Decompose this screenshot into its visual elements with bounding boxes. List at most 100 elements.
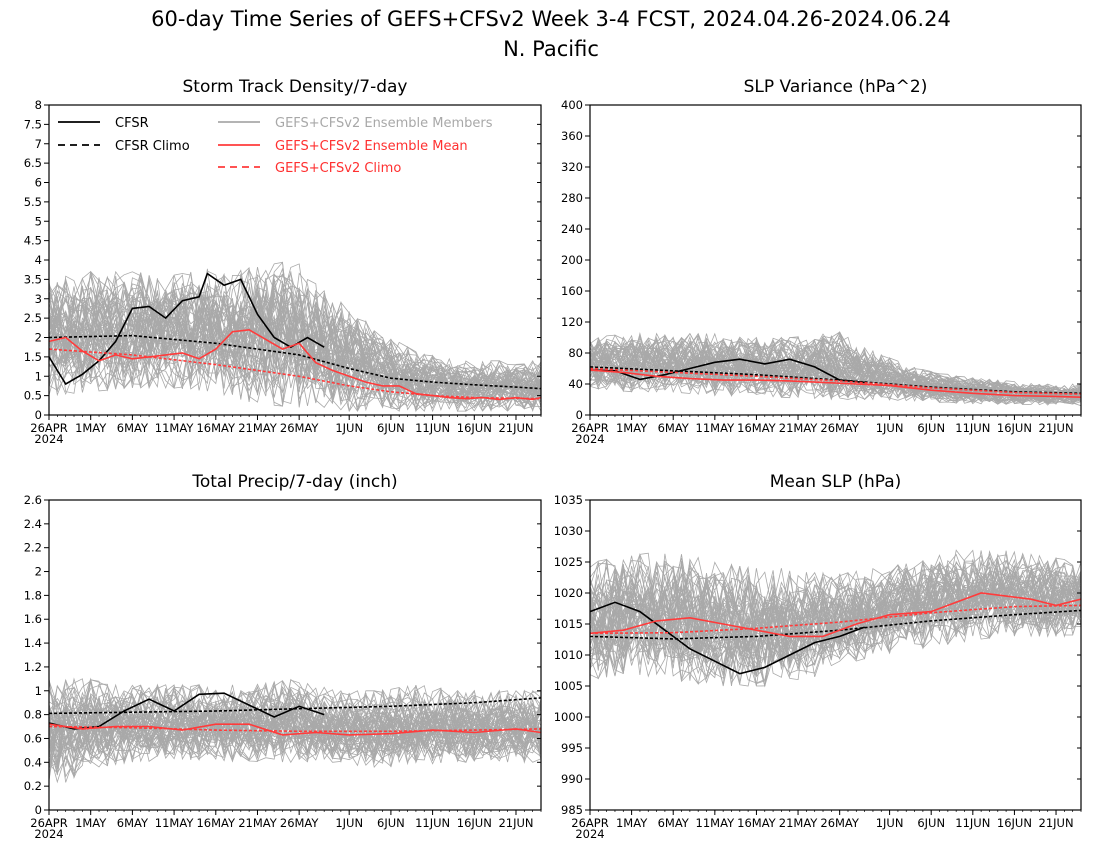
ensemble-member-line [590, 552, 1081, 642]
x-tick-label: 26MAY [280, 421, 320, 435]
ensemble-member-line [590, 562, 1081, 658]
chart-title: Storm Track Density/7-day [183, 77, 408, 97]
cfsr-line [590, 601, 865, 675]
x-tick-label: 6MAY [658, 816, 690, 830]
x-year-label: 2024 [34, 827, 63, 841]
y-tick-label: 240 [561, 222, 583, 236]
chart-panel: SLP Variance (hPa^2) 0 40 80 120 160 200 240 280… [561, 77, 1082, 446]
gefs-cfsv2-climo-line [590, 604, 1081, 635]
x-tick-label: 26MAY [820, 816, 860, 830]
ensemble-member-line [590, 346, 1081, 399]
ensemble-member-line [49, 274, 541, 394]
x-tick-label: 1JUN [335, 421, 363, 435]
x-tick-label: 1MAY [616, 816, 648, 830]
ensemble-member-line [49, 699, 541, 752]
ensemble-member-line [590, 578, 1081, 667]
y-tick-label: 400 [561, 98, 583, 112]
y-tick-label: 2 [35, 331, 42, 345]
ensemble-member-line [590, 577, 1081, 676]
gefs-cfsv2-climo-line [590, 367, 1081, 395]
y-tick-label: 990 [561, 772, 583, 786]
x-tick-label: 1MAY [616, 421, 648, 435]
gefs-cfsv2-ensemble-mean-line [590, 592, 1081, 638]
y-tick-label: 1015 [554, 617, 583, 631]
y-tick-label: 1030 [554, 524, 583, 538]
ensemble-member-line [49, 303, 541, 404]
x-tick-label: 11MAY [155, 421, 195, 435]
x-tick-label: 21MAY [238, 421, 278, 435]
x-tick-label: 26APR [571, 816, 608, 830]
chart-panel: Storm Track Density/7-day 0 0.5 1 1.5 2 2.5 3 3.… [24, 77, 542, 446]
ensemble-member-line [49, 273, 541, 397]
x-tick-label: 21MAY [779, 816, 819, 830]
figure-region: N. Pacific [503, 37, 599, 61]
ensemble-member-line [49, 284, 541, 399]
y-tick-label: 0.5 [24, 389, 42, 403]
gefs-cfsv2-ensemble-mean-line [49, 328, 541, 401]
y-tick-label: 1000 [554, 710, 583, 724]
gefs-cfsv2-climo-line [49, 348, 541, 400]
x-tick-label: 6MAY [658, 421, 690, 435]
ensemble-member-line [49, 708, 541, 770]
figure-title: 60-day Time Series of GEFS+CFSv2 Week 3-… [151, 7, 951, 31]
ensemble-member-line [49, 682, 541, 739]
y-tick-label: 6.5 [24, 156, 42, 170]
ensemble-member-line [49, 266, 541, 390]
ensemble-member-line [590, 572, 1081, 661]
plot-area [590, 331, 1081, 407]
y-tick-label: 1 [35, 684, 42, 698]
ensemble-member-line [49, 322, 541, 413]
y-tick-label: 360 [561, 129, 583, 143]
ensemble-member-line [49, 703, 541, 761]
x-year-label: 2024 [575, 432, 604, 446]
chart-panel: Total Precip/7-day (inch)00.20.40.60.811… [24, 472, 542, 841]
x-tick-label: 11JUN [415, 421, 450, 435]
y-tick-label: 160 [561, 284, 583, 298]
x-tick-label: 26MAY [820, 421, 860, 435]
cfsr-line [49, 272, 325, 386]
ensemble-member-line [590, 590, 1081, 686]
x-tick-label: 26APR [571, 421, 608, 435]
x-tick-label: 21JUN [1039, 421, 1074, 435]
y-tick-label: 4.5 [24, 234, 42, 248]
legend-label: GEFS+CFSv2 Ensemble Mean [275, 139, 468, 154]
y-tick-label: 320 [561, 160, 583, 174]
ensemble-member-line [49, 285, 541, 394]
ensemble-member-line [49, 324, 541, 412]
y-tick-label: 1020 [554, 586, 583, 600]
ensemble-member-line [590, 340, 1081, 399]
y-tick-label: 2.2 [24, 541, 42, 555]
ensemble-member-line [49, 295, 541, 403]
y-tick-label: 80 [568, 346, 583, 360]
x-tick-label: 21MAY [779, 421, 819, 435]
legend-label: CFSR [115, 116, 149, 131]
ensemble-member-line [590, 360, 1081, 407]
legend: CFSR CFSR Climo GEFS+CFSv2 Ensemble Member… [58, 116, 493, 176]
x-tick-label: 6MAY [117, 421, 149, 435]
x-tick-label: 6JUN [917, 421, 945, 435]
x-tick-label: 11JUN [415, 816, 450, 830]
chart-title: Total Precip/7-day (inch) [191, 472, 397, 492]
y-tick-label: 4 [35, 253, 42, 267]
plot-area [49, 261, 541, 413]
x-tick-label: 11MAY [155, 816, 195, 830]
gefs-cfsv2-ensemble-mean-line [590, 369, 1081, 398]
y-tick-label: 3 [35, 292, 42, 306]
x-tick-label: 21JUN [1039, 816, 1074, 830]
x-tick-label: 6MAY [117, 816, 149, 830]
y-tick-label: 5 [35, 214, 42, 228]
y-tick-label: 7 [35, 137, 42, 151]
x-tick-label: 6JUN [917, 816, 945, 830]
y-tick-label: 0.6 [24, 731, 42, 745]
ensemble-member-line [590, 553, 1081, 643]
y-tick-label: 0.8 [24, 708, 42, 722]
y-tick-label: 2.4 [24, 517, 42, 531]
plot-area [49, 677, 541, 784]
legend-label: CFSR Climo [115, 139, 190, 154]
ensemble-member-line [590, 575, 1081, 668]
x-tick-label: 1MAY [75, 816, 107, 830]
x-tick-label: 6JUN [377, 816, 405, 830]
cfsr-climo-line [49, 697, 541, 715]
x-tick-label: 21JUN [498, 816, 533, 830]
chart-title: SLP Variance (hPa^2) [744, 77, 928, 97]
